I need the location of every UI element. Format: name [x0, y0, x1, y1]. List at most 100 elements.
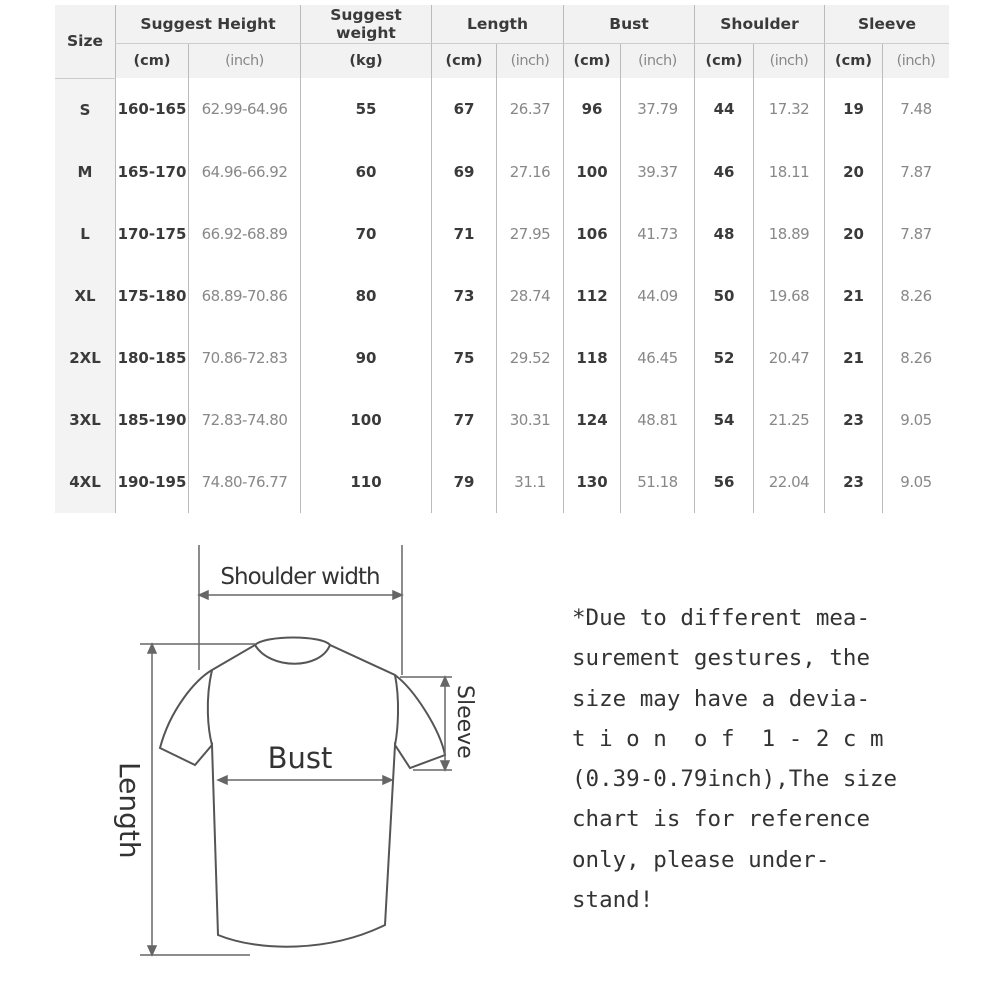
value-cell: 106	[563, 202, 621, 265]
table-row: L 170-175 66.92-68.89 70 71 27.95 106 41.73 48 18…	[55, 202, 949, 265]
value-cell: 190-195	[115, 450, 189, 513]
value-cell: 67	[431, 78, 497, 141]
value-cell: 7.87	[882, 140, 949, 203]
value-cell: 39.37	[620, 140, 695, 203]
header-unit: (cm)	[431, 43, 497, 78]
note-line: size may have a devia-	[572, 685, 871, 712]
value-cell: 71	[431, 202, 497, 265]
value-cell: 37.79	[620, 78, 695, 141]
table-row: XL 175-180 68.89-70.86 80 73 28.74 112 44.09 50 1…	[55, 264, 949, 327]
value-cell: 28.74	[496, 264, 564, 327]
value-cell: 160-165	[115, 78, 189, 141]
size-cell: 3XL	[55, 388, 116, 451]
value-cell: 19.68	[753, 264, 825, 327]
sleeve-label: Sleeve	[452, 685, 477, 759]
value-cell: 50	[694, 264, 754, 327]
value-cell: 44	[694, 78, 754, 141]
value-cell: 17.32	[753, 78, 825, 141]
shoulder-width-label: Shoulder width	[220, 564, 379, 590]
value-cell: 112	[563, 264, 621, 327]
value-cell: 51.18	[620, 450, 695, 513]
note-line: (0.39-0.79inch),The size	[572, 766, 898, 793]
value-cell: 31.1	[496, 450, 564, 513]
note-line: surement gestures, the	[572, 645, 871, 672]
value-cell: 130	[563, 450, 621, 513]
header-suggest-weight: Suggest weight	[300, 5, 432, 44]
header-unit: (cm)	[563, 43, 621, 78]
value-cell: 18.11	[753, 140, 825, 203]
value-cell: 100	[563, 140, 621, 203]
value-cell: 170-175	[115, 202, 189, 265]
value-cell: 19	[824, 78, 883, 141]
table-row: 3XL 185-190 72.83-74.80 100 77 30.31 124 48.81 5…	[55, 388, 949, 451]
value-cell: 22.04	[753, 450, 825, 513]
value-cell: 118	[563, 326, 621, 389]
value-cell: 30.31	[496, 388, 564, 451]
note-line: *Due to different mea-	[572, 605, 871, 631]
note-line: chart is for reference	[572, 806, 871, 833]
value-cell: 55	[300, 78, 432, 141]
value-cell: 73	[431, 264, 497, 327]
value-cell: 54	[694, 388, 754, 451]
value-cell: 60	[300, 140, 432, 203]
header-unit: (cm)	[824, 43, 883, 78]
length-label: Length	[113, 762, 146, 859]
bust-label: Bust	[268, 741, 333, 775]
size-deviation-note: *Due to different mea-surement gestures,…	[572, 598, 902, 920]
header-unit: (inch)	[620, 43, 695, 78]
header-unit: (inch)	[882, 43, 949, 78]
size-cell: 2XL	[55, 326, 116, 389]
value-cell: 185-190	[115, 388, 189, 451]
table-row: 4XL 190-195 74.80-76.77 110 79 31.1 130 51.18 56…	[55, 450, 949, 513]
value-cell: 64.96-66.92	[188, 140, 301, 203]
value-cell: 46	[694, 140, 754, 203]
size-chart-table: Size Suggest Height Suggest weight Length Bu…	[55, 5, 949, 513]
value-cell: 27.95	[496, 202, 564, 265]
header-shoulder: Shoulder	[694, 5, 825, 44]
value-cell: 18.89	[753, 202, 825, 265]
value-cell: 23	[824, 450, 883, 513]
header-unit: (inch)	[753, 43, 825, 78]
value-cell: 56	[694, 450, 754, 513]
value-cell: 20	[824, 140, 883, 203]
value-cell: 48.81	[620, 388, 695, 451]
value-cell: 48	[694, 202, 754, 265]
header-unit: (cm)	[115, 43, 189, 78]
value-cell: 70	[300, 202, 432, 265]
size-cell: XL	[55, 264, 116, 327]
value-cell: 124	[563, 388, 621, 451]
value-cell: 20	[824, 202, 883, 265]
header-bust: Bust	[563, 5, 695, 44]
tshirt-measurement-diagram: Shoulder width Bust Sleeve Length	[113, 545, 477, 957]
value-cell: 74.80-76.77	[188, 450, 301, 513]
size-cell: L	[55, 202, 116, 265]
value-cell: 175-180	[115, 264, 189, 327]
header-unit: (cm)	[694, 43, 754, 78]
value-cell: 110	[300, 450, 432, 513]
value-cell: 77	[431, 388, 497, 451]
value-cell: 27.16	[496, 140, 564, 203]
header-unit: (kg)	[300, 43, 432, 78]
value-cell: 68.89-70.86	[188, 264, 301, 327]
header-sleeve: Sleeve	[824, 5, 949, 44]
value-cell: 9.05	[882, 450, 949, 513]
value-cell: 41.73	[620, 202, 695, 265]
table-row: 2XL 180-185 70.86-72.83 90 75 29.52 118 46.45 52…	[55, 326, 949, 389]
value-cell: 75	[431, 326, 497, 389]
value-cell: 66.92-68.89	[188, 202, 301, 265]
value-cell: 62.99-64.96	[188, 78, 301, 141]
value-cell: 69	[431, 140, 497, 203]
table-row: M 165-170 64.96-66.92 60 69 27.16 100 39.37 46 18…	[55, 140, 949, 203]
value-cell: 100	[300, 388, 432, 451]
value-cell: 26.37	[496, 78, 564, 141]
value-cell: 8.26	[882, 326, 949, 389]
value-cell: 7.87	[882, 202, 949, 265]
size-cell: S	[55, 78, 116, 141]
value-cell: 52	[694, 326, 754, 389]
header-unit: (inch)	[188, 43, 301, 78]
value-cell: 8.26	[882, 264, 949, 327]
value-cell: 44.09	[620, 264, 695, 327]
value-cell: 9.05	[882, 388, 949, 451]
header-length: Length	[431, 5, 564, 44]
value-cell: 96	[563, 78, 621, 141]
